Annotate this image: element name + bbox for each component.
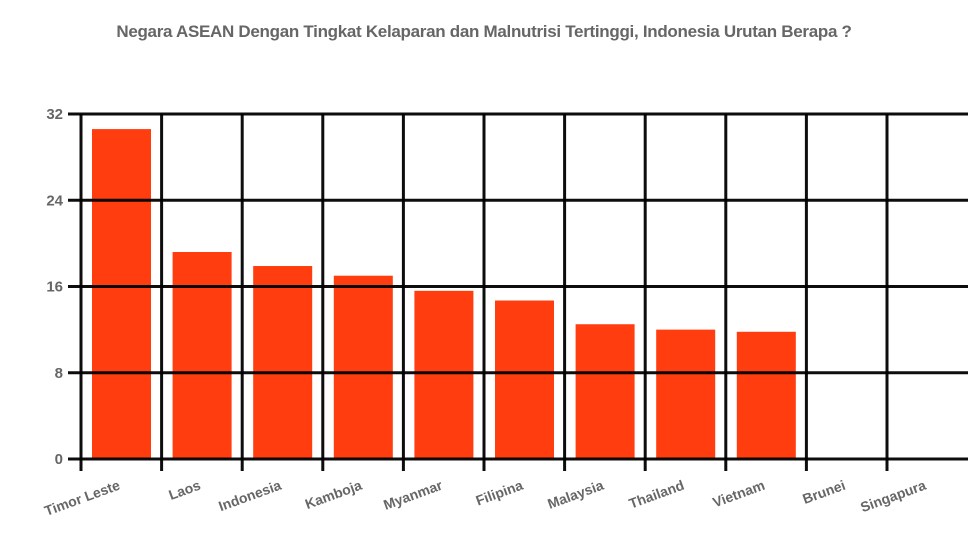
bar-kamboja xyxy=(333,275,393,459)
bar-thailand xyxy=(656,329,716,459)
bar-malaysia xyxy=(575,324,635,459)
chart-title: Negara ASEAN Dengan Tingkat Kelaparan da… xyxy=(116,22,852,41)
bars-group xyxy=(92,129,796,459)
bar-indonesia xyxy=(253,266,313,459)
y-tick-label: 8 xyxy=(55,365,63,382)
y-tick-label: 16 xyxy=(46,279,63,296)
gridlines xyxy=(68,112,968,471)
x-tick-label: Timor Leste xyxy=(42,477,122,519)
x-tick-label: Singapura xyxy=(858,477,928,516)
y-tick-label: 24 xyxy=(46,192,63,209)
bar-laos xyxy=(172,252,232,459)
x-tick-label: Brunei xyxy=(800,477,847,507)
x-tick-label: Vietnam xyxy=(710,477,766,511)
x-tick-label: Kamboja xyxy=(303,477,364,512)
y-axis: 0 8 16 24 32 xyxy=(46,106,63,468)
x-tick-label: Malaysia xyxy=(545,477,606,512)
x-tick-label: Filipina xyxy=(474,477,526,509)
x-tick-label: Laos xyxy=(166,477,202,503)
x-axis: Timor Leste Laos Indonesia Kamboja Myanmar Fi… xyxy=(42,477,928,519)
x-tick-label: Indonesia xyxy=(216,477,283,514)
bar-filipina xyxy=(495,300,554,459)
y-tick-label: 0 xyxy=(55,451,63,468)
y-tick-label: 32 xyxy=(46,106,63,123)
x-tick-label: Myanmar xyxy=(381,477,445,513)
bar-timor-leste xyxy=(92,129,151,459)
x-tick-label: Thailand xyxy=(627,477,687,512)
bar-myanmar xyxy=(414,290,474,459)
bar-vietnam xyxy=(736,331,796,459)
